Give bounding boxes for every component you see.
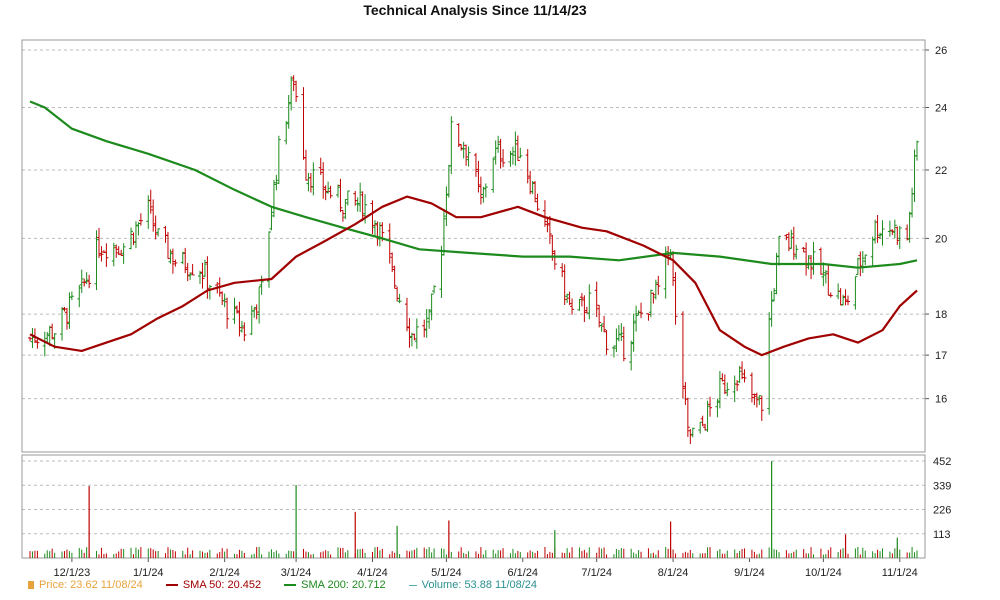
price-tick-label: 24 [935,102,947,114]
price-tick-label: 18 [935,309,947,321]
sma50-line [29,195,918,357]
moving-averages [29,100,918,357]
sma200-line [29,100,918,269]
price-swatch-icon [28,581,34,590]
legend-sma200-label: SMA 200: 20.712 [301,579,386,591]
x-tick-label: 6/1/24 [507,567,538,579]
legend: Price: 23.62 11/08/24 SMA 50: 20.452 SMA… [28,579,557,591]
x-tick-label: 9/1/24 [734,567,765,579]
price-tick-label: 22 [935,165,947,177]
volume-tick-label: 113 [933,529,951,541]
legend-volume: Volume: 53.88 11/08/24 [408,579,538,591]
volume-tick-label: 339 [933,480,951,492]
price-bars [28,75,919,444]
chart-frame [21,39,926,559]
x-tick-label: 5/1/24 [431,567,462,579]
x-tick-label: 4/1/24 [357,567,388,579]
x-tick-label: 2/1/24 [209,567,240,579]
legend-sma50-label: SMA 50: 20.452 [182,579,262,591]
volume-swatch-icon [408,584,417,586]
x-tick-label: 1/1/24 [133,567,164,579]
sma200-swatch-icon [284,584,297,587]
x-tick-label: 3/1/24 [281,567,312,579]
axis-labels: 16 17 18 20 22 24 26 113 226 339 452 12/1/23 1/1/24 2… [54,45,952,579]
x-tick-label: 8/1/24 [658,567,689,579]
price-tick-label: 16 [935,394,947,406]
x-tick-label: 12/1/23 [54,567,91,579]
legend-price: Price: 23.62 11/08/24 [28,579,143,591]
volume-tick-label: 226 [933,505,951,517]
grid-lines [22,49,929,562]
x-tick-label: 7/1/24 [581,567,612,579]
price-panel-frame [21,39,926,453]
price-tick-label: 26 [935,45,947,57]
legend-volume-label: Volume: 53.88 11/08/24 [421,579,538,591]
price-tick-label: 17 [935,350,947,362]
legend-sma200: SMA 200: 20.712 [284,579,386,591]
legend-price-label: Price: 23.62 11/08/24 [39,579,143,591]
volume-tick-label: 452 [933,456,951,468]
legend-sma50: SMA 50: 20.452 [165,579,262,591]
chart-title: Technical Analysis Since 11/14/23 [363,2,587,18]
price-tick-label: 20 [935,233,947,245]
x-tick-label: 10/1/24 [805,567,842,579]
volume-panel-frame [21,454,926,559]
volume-bars [29,461,918,558]
x-tick-label: 11/1/24 [882,567,918,579]
sma50-swatch-icon [165,584,178,587]
